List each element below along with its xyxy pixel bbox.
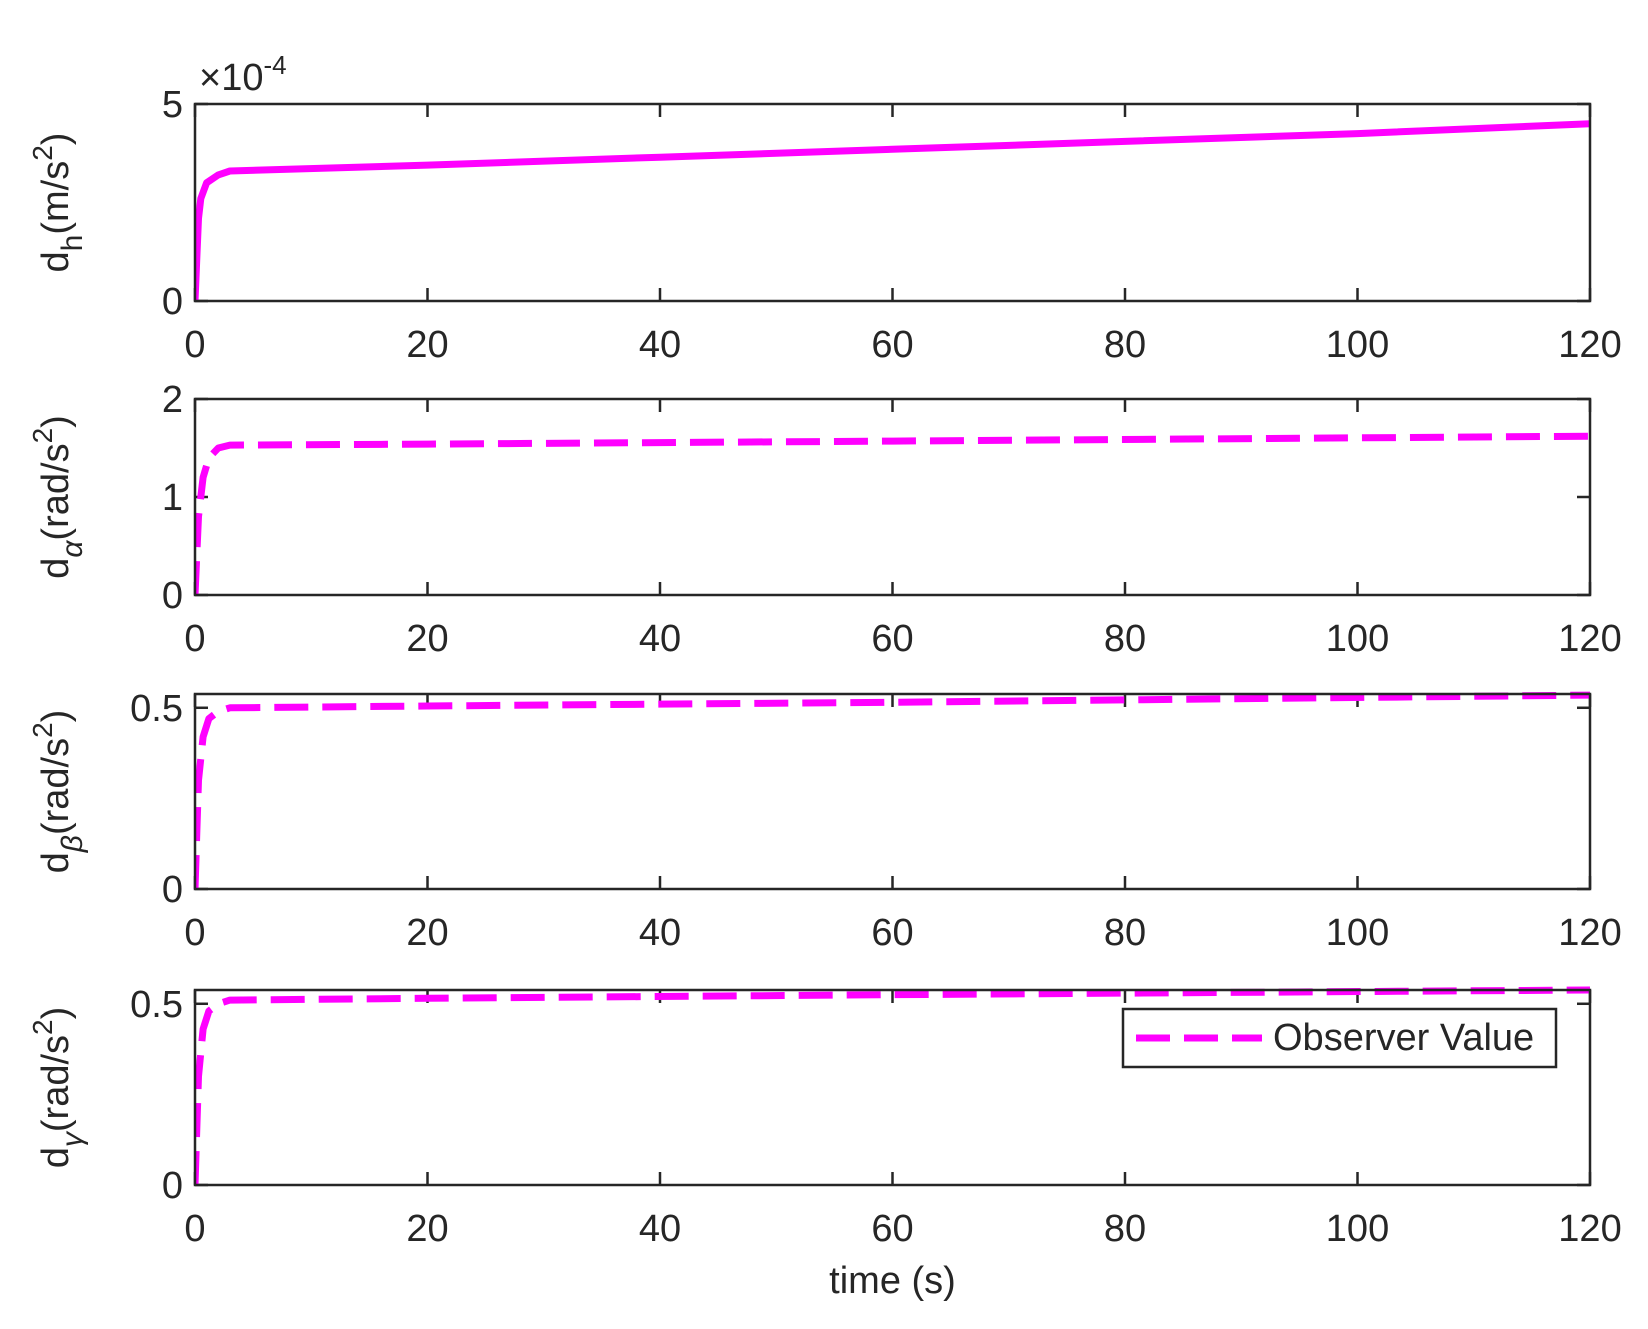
y-label-sup: 2 [27, 722, 58, 738]
x-tick-label: 100 [1326, 912, 1389, 954]
x-tick-label: 0 [184, 324, 205, 366]
axes-background [195, 399, 1590, 595]
x-tick-label: 40 [639, 1208, 681, 1250]
y-label-close: ) [35, 710, 77, 723]
x-tick-label: 60 [871, 324, 913, 366]
x-tick-label: 100 [1326, 324, 1389, 366]
y-label-sub: h [56, 235, 89, 252]
y-label-main: d [35, 1147, 77, 1168]
axes-background [195, 694, 1590, 889]
y-label-sub: γ [56, 1130, 89, 1147]
x-tick-label: 40 [639, 324, 681, 366]
x-tick-label: 100 [1326, 618, 1389, 660]
x-tick-label: 80 [1104, 324, 1146, 366]
y-axis-label: dβ(rad/s2) [27, 710, 89, 874]
y-label-unit: (rad/s [35, 1035, 77, 1132]
y-tick-label: 0.5 [130, 984, 183, 1026]
data-line [195, 691, 1591, 890]
y-tick-label: 0 [162, 869, 183, 911]
y-axis-label: dγ(rad/s2) [27, 1007, 89, 1169]
y-label-unit: (m/s [35, 161, 77, 235]
y-label-close: ) [35, 415, 77, 428]
y-tick-label: 0.5 [130, 688, 183, 730]
y-tick-label: 2 [162, 379, 183, 421]
x-tick-label: 80 [1104, 1208, 1146, 1250]
axis-multiplier: ×10-4 [199, 50, 287, 99]
y-label-unit: (rad/s [35, 443, 77, 540]
y-label-main: d [35, 251, 77, 272]
x-tick-label: 40 [639, 618, 681, 660]
y-axis-label: dh(m/s2) [27, 133, 89, 273]
y-tick-label: 5 [162, 84, 183, 126]
x-tick-label: 0 [184, 912, 205, 954]
x-tick-label: 80 [1104, 912, 1146, 954]
y-label-sup: 2 [27, 428, 58, 444]
y-label-sub: β [56, 835, 89, 853]
y-label-sup: 2 [27, 1019, 58, 1035]
multiplier-exponent: -4 [263, 50, 286, 80]
subplot: 0 20 40 60 80 100 120 0 0.5 dγ(rad/s2) time (s) Obs… [27, 984, 1622, 1302]
y-label-main: d [35, 852, 77, 873]
x-tick-label: 120 [1558, 324, 1621, 366]
x-tick-label: 60 [871, 912, 913, 954]
legend: Observer Value [1121, 1007, 1558, 1069]
x-tick-label: 60 [871, 1208, 913, 1250]
axes-box [193, 102, 1592, 303]
x-tick-label: 100 [1326, 1208, 1389, 1250]
y-axis-label: dα(rad/s2) [27, 415, 89, 579]
data-line [195, 432, 1591, 596]
axes-box [193, 988, 1592, 1187]
y-label-close: ) [35, 1007, 77, 1020]
x-tick-label: 80 [1104, 618, 1146, 660]
y-label-sup: 2 [27, 145, 58, 161]
x-tick-label: 120 [1558, 1208, 1621, 1250]
x-tick-label: 20 [406, 324, 448, 366]
data-line [195, 986, 1591, 1186]
y-label-unit: (rad/s [35, 738, 77, 835]
data-line [195, 120, 1591, 302]
y-tick-label: 1 [162, 477, 183, 519]
x-tick-label: 20 [406, 618, 448, 660]
subplot: 0 20 40 60 80 100 120 0 0.5 dβ(rad/s2) [27, 688, 1622, 954]
x-tick-label: 0 [184, 618, 205, 660]
x-tick-label: 20 [406, 912, 448, 954]
legend-label: Observer Value [1273, 1017, 1534, 1059]
x-tick-label: 120 [1558, 618, 1621, 660]
subplot: 0 20 40 60 80 100 120 0 5 dh(m/s2) ×10-4 [27, 50, 1622, 366]
x-axis-label: time (s) [829, 1260, 956, 1302]
x-tick-label: 20 [406, 1208, 448, 1250]
axes-box [193, 692, 1592, 891]
y-tick-label: 0 [162, 281, 183, 323]
x-tick-label: 0 [184, 1208, 205, 1250]
x-tick-label: 40 [639, 912, 681, 954]
multiplier-base: ×10 [199, 57, 263, 99]
x-tick-label: 60 [871, 618, 913, 660]
y-label-close: ) [35, 133, 77, 146]
y-label-main: d [35, 558, 77, 579]
y-label-sub: α [56, 540, 89, 558]
y-tick-label: 0 [162, 1165, 183, 1207]
y-tick-label: 0 [162, 575, 183, 617]
axes-box [193, 397, 1592, 597]
x-tick-label: 120 [1558, 912, 1621, 954]
